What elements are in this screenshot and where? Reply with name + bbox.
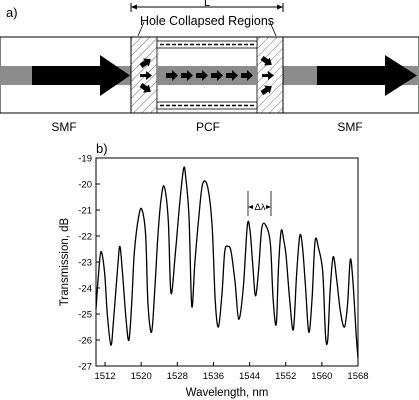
x-axis-label: Wavelength, nm (186, 387, 269, 399)
region-leader-left (137, 21, 145, 37)
diverging-arrows (139, 58, 152, 93)
panel-a-label: a) (6, 5, 18, 20)
panel-b: b) -19-20-21-22-23-24-25-26-27 1512 1520 1… (59, 141, 369, 399)
delta-lambda-label: Δλ (254, 202, 265, 213)
smf-left (0, 36, 132, 114)
y-axis: -19 -20 -21 -22 -23 -24 -25 -26 -27 (78, 154, 100, 373)
length-dimension (130, 3, 284, 12)
y-tick-label: -27 (78, 362, 92, 373)
x-tick-label: 1528 (167, 371, 188, 382)
y-tick-label: -22 (78, 232, 92, 243)
y-axis-label: Transmission, dB (59, 217, 71, 306)
y-tick-label: -25 (78, 310, 92, 321)
x-axis: 1512 1520 1528 1536 1544 1552 1560 1568 (94, 362, 369, 382)
x-tick-label: 1512 (94, 371, 115, 382)
y-tick-label: -23 (78, 258, 92, 269)
y-tick-label: -20 (78, 180, 92, 191)
pcf-section (130, 36, 284, 114)
x-tick-label: 1544 (239, 371, 260, 382)
x-tick-label: 1552 (275, 371, 296, 382)
arrow-right-icon (32, 55, 130, 96)
fiber-label-smf-left: SMF (51, 120, 76, 134)
fiber-label-pcf: PCF (196, 120, 220, 134)
plot-frame (95, 157, 359, 367)
region-leader-right (269, 21, 277, 37)
region-label: Hole Collapsed Regions (140, 14, 274, 28)
x-tick-label: 1568 (347, 371, 368, 382)
y-tick-label: -24 (78, 284, 92, 295)
y-tick-label: -21 (78, 206, 92, 217)
transmission-line (95, 166, 359, 359)
panel-a: a) L Hole Collapsed Regions (0, 0, 419, 134)
arrow-right-icon (317, 55, 417, 96)
converging-arrows (260, 55, 274, 96)
x-tick-label: 1536 (203, 371, 224, 382)
length-label: L (204, 0, 210, 9)
fiber-label-smf-right: SMF (337, 120, 362, 134)
panel-b-label: b) (96, 141, 108, 156)
y-tick-label: -19 (78, 154, 92, 165)
x-tick-label: 1560 (311, 371, 332, 382)
x-tick-label: 1520 (131, 371, 152, 382)
smf-right (282, 36, 419, 114)
y-tick-label: -26 (78, 336, 92, 347)
core-arrows (166, 70, 253, 81)
delta-lambda-marker (247, 191, 272, 216)
